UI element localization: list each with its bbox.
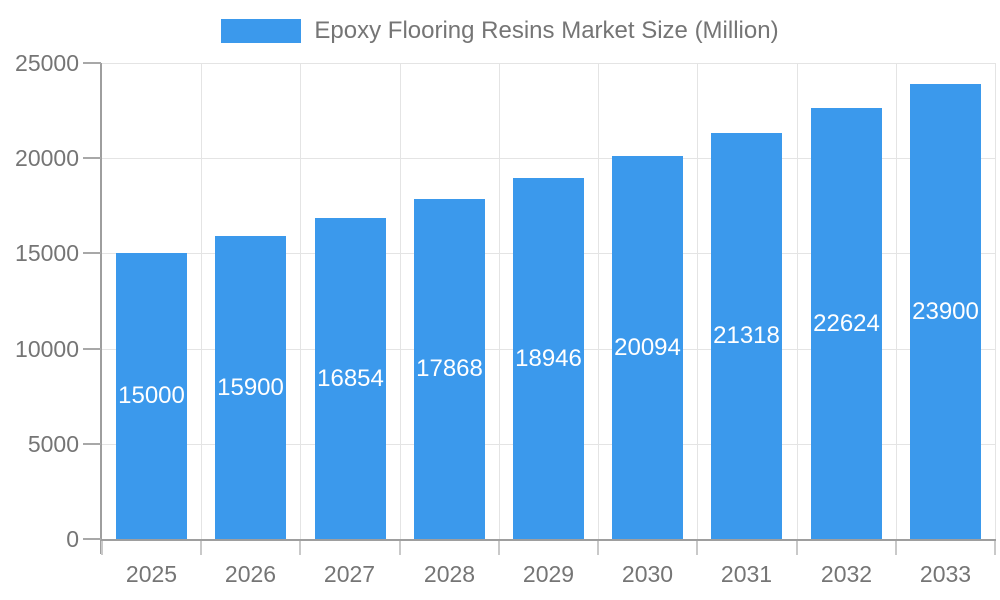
x-tick-mark (994, 541, 996, 555)
legend-label: Epoxy Flooring Resins Market Size (Milli… (314, 17, 779, 44)
y-tick-mark (83, 157, 101, 159)
x-tick-label: 2025 (125, 561, 178, 587)
bar-value-label: 23900 (912, 297, 979, 325)
y-tick-label: 5000 (27, 431, 79, 457)
x-tick-label: 2029 (522, 561, 575, 587)
y-tick-mark (83, 252, 101, 254)
y-tick-label: 20000 (15, 145, 79, 171)
x-gridline (896, 63, 897, 539)
x-tick-mark (696, 541, 698, 555)
bar-value-label: 15000 (118, 382, 185, 409)
y-tick-label: 10000 (15, 336, 79, 362)
x-tick-mark (299, 541, 301, 555)
x-tick-mark (200, 541, 202, 555)
x-gridline (995, 63, 996, 539)
y-tick-label: 0 (66, 526, 79, 552)
x-axis-line (100, 539, 996, 541)
bar[interactable]: 22624 (811, 108, 882, 539)
bar[interactable]: 23900 (910, 84, 981, 539)
bar[interactable]: 17868 (414, 199, 485, 539)
x-tick-label: 2032 (820, 561, 873, 587)
bar-value-label: 22624 (813, 309, 880, 337)
y-tick-label: 25000 (15, 50, 79, 76)
bar[interactable]: 21318 (711, 133, 782, 539)
x-gridline (300, 63, 301, 539)
bar-value-label: 20094 (614, 333, 681, 361)
bar-value-label: 21318 (713, 322, 780, 349)
bar[interactable]: 15900 (215, 236, 286, 539)
x-gridline (201, 63, 202, 539)
y-tick-mark (83, 443, 101, 445)
bar[interactable]: 15000 (116, 253, 187, 539)
bar-value-label: 17868 (416, 355, 483, 382)
x-tick-mark (597, 541, 599, 555)
x-tick-mark (101, 541, 103, 555)
x-tick-label: 2033 (919, 561, 972, 587)
x-gridline (499, 63, 500, 539)
bar[interactable]: 16854 (315, 218, 386, 539)
x-tick-label: 2030 (621, 561, 674, 587)
x-gridline (598, 63, 599, 539)
x-tick-label: 2026 (224, 561, 277, 587)
x-tick-label: 2031 (720, 561, 773, 587)
x-tick-mark (498, 541, 500, 555)
legend-item[interactable]: Epoxy Flooring Resins Market Size (Milli… (0, 18, 1000, 44)
x-tick-mark (895, 541, 897, 555)
x-gridline (400, 63, 401, 539)
bar-value-label: 18946 (515, 344, 582, 372)
legend-swatch (221, 19, 302, 43)
bar[interactable]: 18946 (513, 178, 584, 539)
y-tick-mark (83, 538, 101, 540)
y-gridline (102, 158, 995, 159)
x-gridline (697, 63, 698, 539)
y-tick-mark (83, 62, 101, 64)
bar[interactable]: 20094 (612, 156, 683, 539)
x-tick-mark (796, 541, 798, 555)
bar-value-label: 16854 (317, 364, 384, 392)
y-gridline (102, 63, 995, 64)
x-gridline (797, 63, 798, 539)
y-axis-line (100, 63, 102, 554)
x-tick-mark (399, 541, 401, 555)
y-tick-label: 15000 (15, 240, 79, 266)
x-tick-label: 2028 (423, 561, 476, 587)
y-tick-mark (83, 348, 101, 350)
x-tick-label: 2027 (323, 561, 376, 587)
bar-value-label: 15900 (217, 373, 284, 401)
